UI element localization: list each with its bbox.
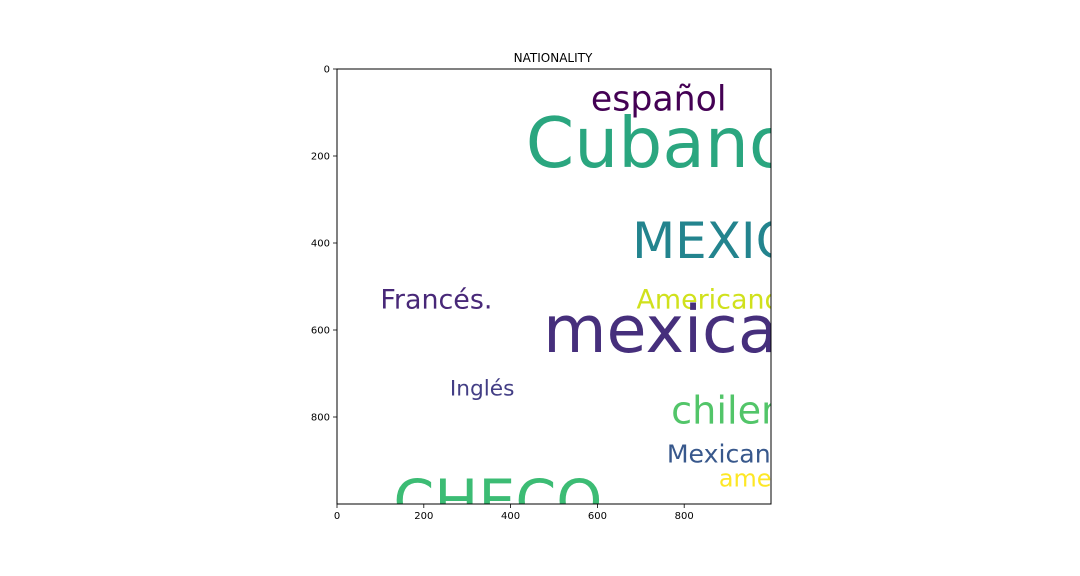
x-tick-label: 800 — [675, 511, 694, 522]
word-americano: americano — [719, 465, 845, 493]
axes-frame — [336, 68, 772, 505]
word-americano: Americano — [636, 284, 781, 315]
word-frances: Francés. — [380, 284, 492, 315]
word-checo: CHECO — [393, 467, 602, 535]
word-mexicano: Mexicano — [667, 440, 786, 469]
y-tick-label: 600 — [311, 326, 330, 337]
y-tick-label: 800 — [311, 413, 330, 424]
word-ingles: Inglés — [450, 376, 515, 401]
chart-title: NATIONALITY — [514, 51, 593, 65]
y-tick-label: 400 — [311, 239, 330, 250]
x-axis: 0 200 400 600 800 — [334, 504, 694, 522]
x-tick-label: 600 — [588, 511, 607, 522]
word-chileno: chileno — [671, 390, 808, 434]
word-mexicano: MEXICANO — [632, 212, 901, 270]
y-tick-label: 0 — [324, 65, 330, 76]
y-axis: 0 200 400 600 800 — [311, 65, 337, 424]
word-mexicano: mexicano — [543, 293, 859, 368]
x-tick-label: 200 — [414, 511, 433, 522]
x-tick-label: 0 — [334, 511, 340, 522]
word-cubano: Cubano — [526, 104, 792, 184]
x-tick-label: 400 — [501, 511, 520, 522]
word-espanol: español — [591, 79, 727, 119]
plot-area — [337, 69, 771, 504]
y-tick-label: 200 — [311, 152, 330, 163]
